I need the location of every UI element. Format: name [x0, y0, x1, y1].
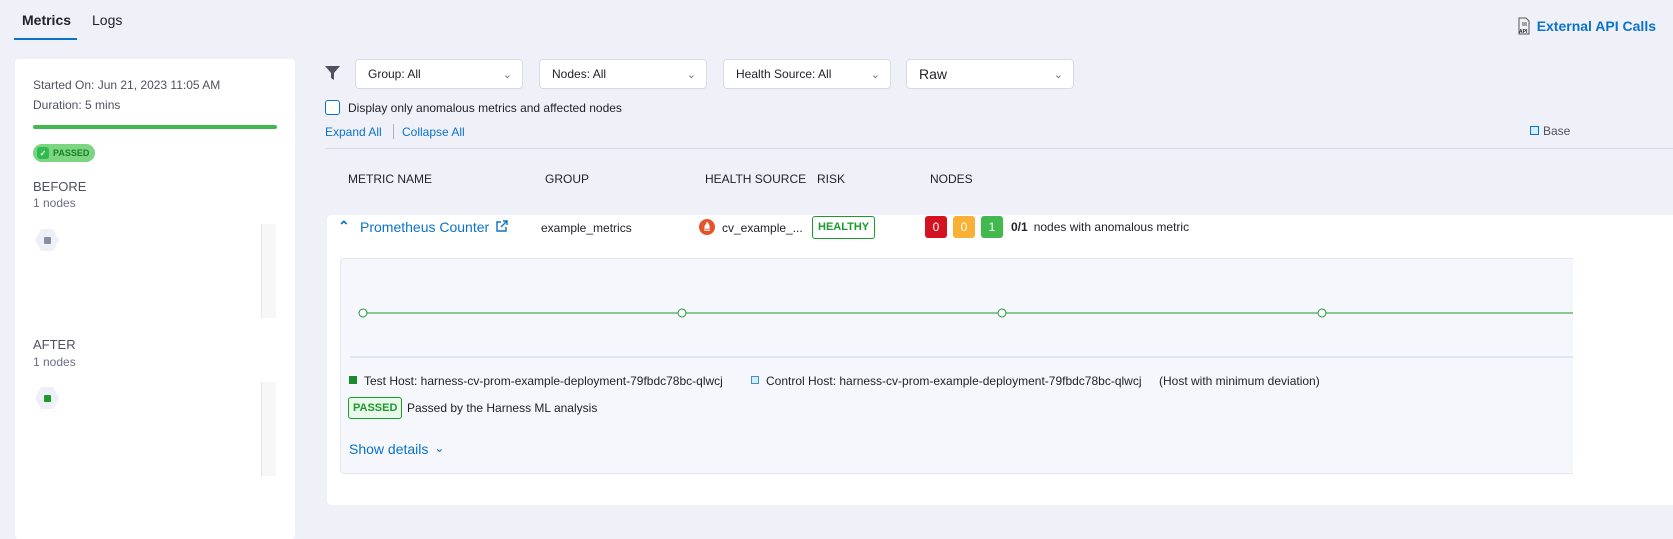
- show-details-label: Show details: [349, 441, 429, 457]
- data-point[interactable]: [358, 308, 368, 318]
- nodes-dropdown[interactable]: Nodes: All ⌄: [539, 59, 707, 89]
- tab-metrics[interactable]: Metrics: [22, 12, 72, 28]
- data-point[interactable]: [997, 308, 1007, 318]
- tab-logs[interactable]: Logs: [92, 12, 123, 28]
- chevron-down-icon: ⌄: [1053, 68, 1063, 81]
- node-dot-icon: [43, 236, 51, 244]
- health-source-dropdown-value: Health Source: All: [736, 67, 832, 81]
- before-node-hexagon[interactable]: [35, 229, 59, 251]
- anomalous-ratio-text: nodes with anomalous metric: [1033, 220, 1190, 234]
- chevron-down-icon: ⌄: [502, 68, 512, 81]
- status-label: PASSED: [53, 148, 90, 158]
- expand-all-link[interactable]: Expand All: [325, 125, 382, 139]
- before-scrollbar[interactable]: [261, 224, 276, 318]
- nodes-dropdown-value: Nodes: All: [552, 67, 607, 81]
- show-details-button[interactable]: Show details ⌄: [349, 441, 444, 457]
- divider: [325, 148, 1673, 149]
- node-dot-icon: [43, 394, 51, 402]
- test-host-label: Test Host: harness-cv-prom-example-deplo…: [364, 374, 723, 388]
- medium-risk-count: 0: [953, 216, 975, 238]
- before-title: BEFORE: [33, 179, 87, 194]
- header-health-source: HEALTH SOURCE: [705, 172, 807, 186]
- svg-text:API: API: [1519, 29, 1528, 35]
- filter-icon[interactable]: [325, 66, 340, 80]
- started-on: Started On: Jun 21, 2023 11:05 AM: [33, 78, 221, 92]
- anomalous-checkbox-label[interactable]: Display only anomalous metrics and affec…: [348, 101, 622, 115]
- external-api-calls-link[interactable]: API External API Calls: [1517, 17, 1656, 35]
- healthy-count: 1: [981, 216, 1003, 238]
- after-nodes: 1 nodes: [33, 355, 76, 369]
- group-value: example_metrics: [541, 221, 632, 235]
- chevron-down-icon: ⌄: [686, 68, 696, 81]
- risk-badge: HEALTHY: [812, 216, 876, 239]
- test-host-swatch: [349, 376, 357, 384]
- header-risk: RISK: [817, 172, 846, 186]
- collapse-all-link[interactable]: Collapse All: [402, 125, 465, 139]
- verification-summary-panel: Started On: Jun 21, 2023 11:05 AM Durati…: [15, 59, 295, 539]
- baseline-legend-swatch: [1530, 126, 1539, 135]
- control-host-swatch: [751, 376, 759, 384]
- high-risk-count: 0: [925, 216, 947, 238]
- metric-sparkline: [350, 308, 1573, 358]
- baseline-legend-label: Base: [1543, 124, 1571, 138]
- before-nodes: 1 nodes: [33, 196, 76, 210]
- anomalous-ratio: 0/1: [1011, 220, 1028, 234]
- status-badge: ✓ PASSED: [33, 144, 96, 162]
- control-host-note: (Host with minimum deviation): [1159, 374, 1320, 388]
- metric-name-link[interactable]: Prometheus Counter: [360, 219, 490, 235]
- duration: Duration: 5 mins: [33, 98, 121, 112]
- after-node-hexagon[interactable]: [35, 387, 59, 409]
- header-nodes: NODES: [930, 172, 973, 186]
- header-metric-name: METRIC NAME: [348, 172, 432, 186]
- api-document-icon: API: [1518, 17, 1530, 35]
- prometheus-icon: [699, 219, 715, 235]
- control-host-label: Control Host: harness-cv-prom-example-de…: [766, 374, 1142, 388]
- view-dropdown[interactable]: Raw ⌄: [906, 59, 1074, 89]
- chevron-down-icon: ⌄: [434, 441, 445, 455]
- active-tab-indicator: [14, 38, 77, 40]
- progress-bar: [33, 125, 277, 129]
- collapse-row-chevron-up-icon[interactable]: ⌃: [338, 218, 350, 234]
- external-link-icon[interactable]: [496, 220, 508, 232]
- chevron-down-icon: ⌄: [870, 68, 880, 81]
- analysis-status-badge: PASSED: [348, 397, 403, 419]
- divider: [393, 124, 394, 139]
- view-dropdown-value: Raw: [919, 66, 948, 82]
- header-group: GROUP: [545, 172, 590, 186]
- group-dropdown[interactable]: Group: All ⌄: [355, 59, 523, 89]
- after-title: AFTER: [33, 337, 76, 352]
- after-scrollbar[interactable]: [261, 382, 276, 476]
- anomalous-checkbox[interactable]: [325, 100, 340, 115]
- group-dropdown-value: Group: All: [368, 67, 421, 81]
- health-source-value: cv_example_...: [722, 221, 803, 235]
- data-point[interactable]: [1317, 308, 1327, 318]
- metric-details-panel: [340, 258, 1573, 474]
- data-point[interactable]: [677, 308, 687, 318]
- health-source-dropdown[interactable]: Health Source: All ⌄: [723, 59, 891, 89]
- analysis-status-text: Passed by the Harness ML analysis: [407, 401, 598, 415]
- check-icon: ✓: [37, 147, 49, 159]
- external-api-calls-label: External API Calls: [1536, 18, 1656, 34]
